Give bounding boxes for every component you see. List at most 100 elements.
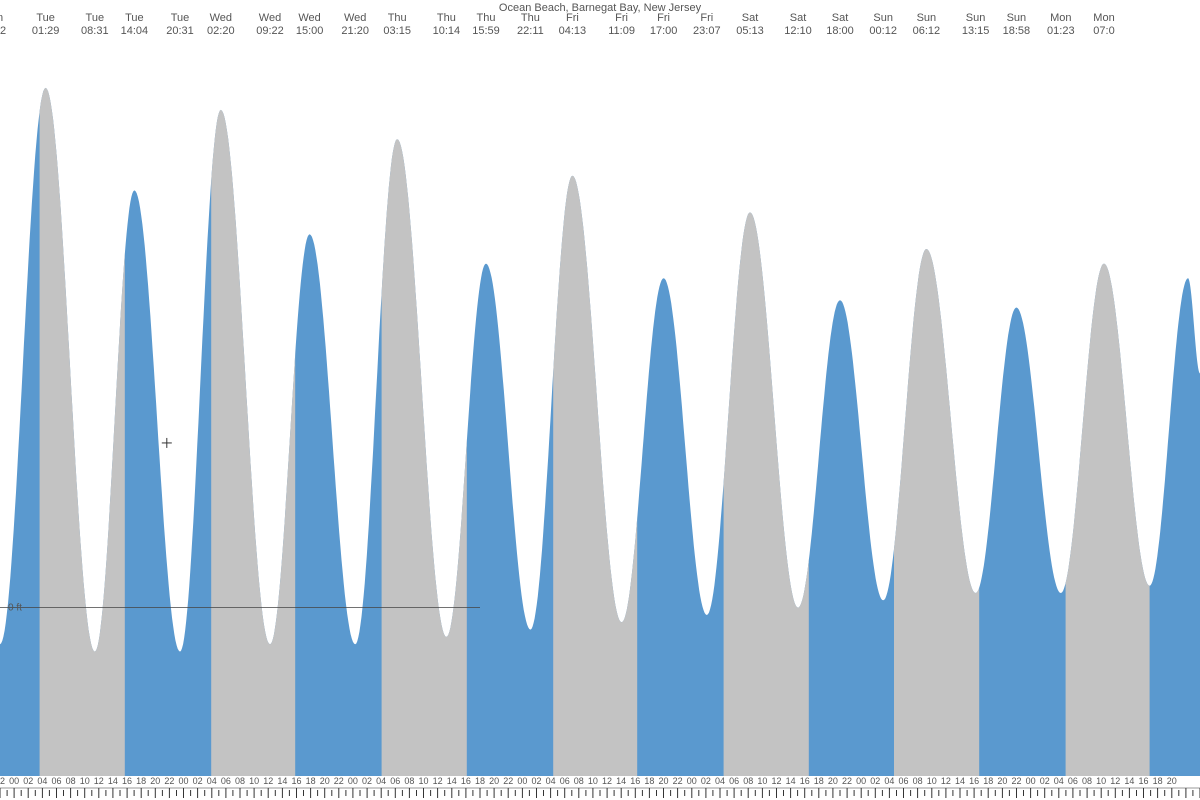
hour-label: 20 — [320, 776, 330, 786]
hour-label: 18 — [306, 776, 316, 786]
top-tick-label: Tue20:31 — [166, 12, 194, 38]
hour-label: 08 — [66, 776, 76, 786]
hour-label: 12 — [602, 776, 612, 786]
hour-label: 02 — [1040, 776, 1050, 786]
top-tick-label: Wed15:00 — [296, 12, 324, 38]
zero-ft-label: 0 ft — [8, 602, 22, 613]
hour-label: 18 — [983, 776, 993, 786]
top-tick-label: n42 — [0, 12, 6, 38]
top-tick-label: Mon07:0 — [1093, 12, 1114, 38]
hour-label: 22 — [673, 776, 683, 786]
hour-label: 16 — [122, 776, 132, 786]
hour-label: 06 — [729, 776, 739, 786]
hour-label: 20 — [489, 776, 499, 786]
hour-label: 16 — [800, 776, 810, 786]
hour-label: 12 — [263, 776, 273, 786]
top-tick-label: Tue14:04 — [121, 12, 149, 38]
hour-label: 08 — [743, 776, 753, 786]
hour-label: 18 — [136, 776, 146, 786]
top-tick-label: Fri11:09 — [608, 12, 635, 38]
hour-label: 14 — [447, 776, 457, 786]
hour-label: 16 — [291, 776, 301, 786]
hour-label: 20 — [1167, 776, 1177, 786]
hour-label: 18 — [475, 776, 485, 786]
hour-label: 08 — [1082, 776, 1092, 786]
top-tick-label: Tue08:31 — [81, 12, 109, 38]
hour-label: 10 — [80, 776, 90, 786]
hour-label: 12 — [771, 776, 781, 786]
hour-label: 04 — [546, 776, 556, 786]
hour-label: 04 — [1054, 776, 1064, 786]
hour-label: 00 — [517, 776, 527, 786]
hour-label: 14 — [786, 776, 796, 786]
hour-label: 10 — [419, 776, 429, 786]
hour-label: 06 — [899, 776, 909, 786]
hour-label: 06 — [1068, 776, 1078, 786]
tide-chart: Ocean Beach, Barnegat Bay, New Jersey n4… — [0, 0, 1200, 800]
top-tick-label: Sun06:12 — [913, 12, 941, 38]
hour-label: 08 — [574, 776, 584, 786]
hour-label: 06 — [560, 776, 570, 786]
hour-label: 04 — [884, 776, 894, 786]
hour-label: 08 — [404, 776, 414, 786]
hour-label: 04 — [715, 776, 725, 786]
top-tick-label: Wed09:22 — [256, 12, 284, 38]
hour-label: 16 — [969, 776, 979, 786]
hour-label: 14 — [1124, 776, 1134, 786]
hour-label: 20 — [997, 776, 1007, 786]
top-tick-label: Sun13:15 — [962, 12, 990, 38]
hour-label: 14 — [277, 776, 287, 786]
hour-label: 06 — [390, 776, 400, 786]
top-tick-label: Thu03:15 — [383, 12, 411, 38]
hour-label: 22 — [1011, 776, 1021, 786]
top-tick-label: Wed02:20 — [207, 12, 235, 38]
hour-label: 14 — [955, 776, 965, 786]
hour-label: 02 — [362, 776, 372, 786]
hour-label: 22 — [842, 776, 852, 786]
hour-label: 02 — [23, 776, 33, 786]
hour-label: 18 — [1153, 776, 1163, 786]
hour-label: 02 — [701, 776, 711, 786]
hour-label: 14 — [616, 776, 626, 786]
hour-label: 00 — [687, 776, 697, 786]
hour-label: 22 — [503, 776, 513, 786]
bottom-axis: 22 00 02 04 06 08 10 12 14 16 18 20 22 00 02 04 06 08 10 12… — [0, 776, 1200, 800]
hour-label: 14 — [108, 776, 118, 786]
hour-label: 12 — [1110, 776, 1120, 786]
hour-label: 02 — [531, 776, 541, 786]
hour-label: 10 — [588, 776, 598, 786]
top-axis-labels: n42 Tue01:29 Tue08:31 Tue14:04 Tue20:31 Wed02… — [0, 12, 1200, 40]
hour-label: 00 — [179, 776, 189, 786]
top-tick-label: Sun00:12 — [869, 12, 897, 38]
hour-label: 18 — [644, 776, 654, 786]
hour-label: 10 — [927, 776, 937, 786]
hour-label: 00 — [9, 776, 19, 786]
hour-label: 04 — [37, 776, 47, 786]
hour-label: 10 — [757, 776, 767, 786]
hour-label: 02 — [870, 776, 880, 786]
hour-label: 16 — [1139, 776, 1149, 786]
top-tick-label: Sat05:13 — [736, 12, 764, 38]
top-tick-label: Tue01:29 — [32, 12, 60, 38]
hour-label: 16 — [630, 776, 640, 786]
tide-svg — [0, 44, 1200, 776]
hour-label: 20 — [828, 776, 838, 786]
top-tick-label: Fri04:13 — [559, 12, 587, 38]
plot-area: 0 ft — [0, 44, 1200, 776]
hour-label: 00 — [1026, 776, 1036, 786]
hour-label: 10 — [1096, 776, 1106, 786]
hour-label: 16 — [461, 776, 471, 786]
hour-label: 22 — [0, 776, 5, 786]
top-tick-label: Sat12:10 — [784, 12, 812, 38]
top-tick-label: Fri23:07 — [693, 12, 721, 38]
top-tick-label: Wed21:20 — [341, 12, 369, 38]
hour-label: 22 — [334, 776, 344, 786]
hour-label: 10 — [249, 776, 259, 786]
hour-label: 04 — [376, 776, 386, 786]
top-tick-label: Thu22:11 — [517, 12, 544, 38]
top-tick-label: Thu10:14 — [433, 12, 461, 38]
top-tick-label: Thu15:59 — [472, 12, 500, 38]
hour-label: 08 — [235, 776, 245, 786]
top-tick-label: Fri17:00 — [650, 12, 678, 38]
hour-label: 08 — [913, 776, 923, 786]
